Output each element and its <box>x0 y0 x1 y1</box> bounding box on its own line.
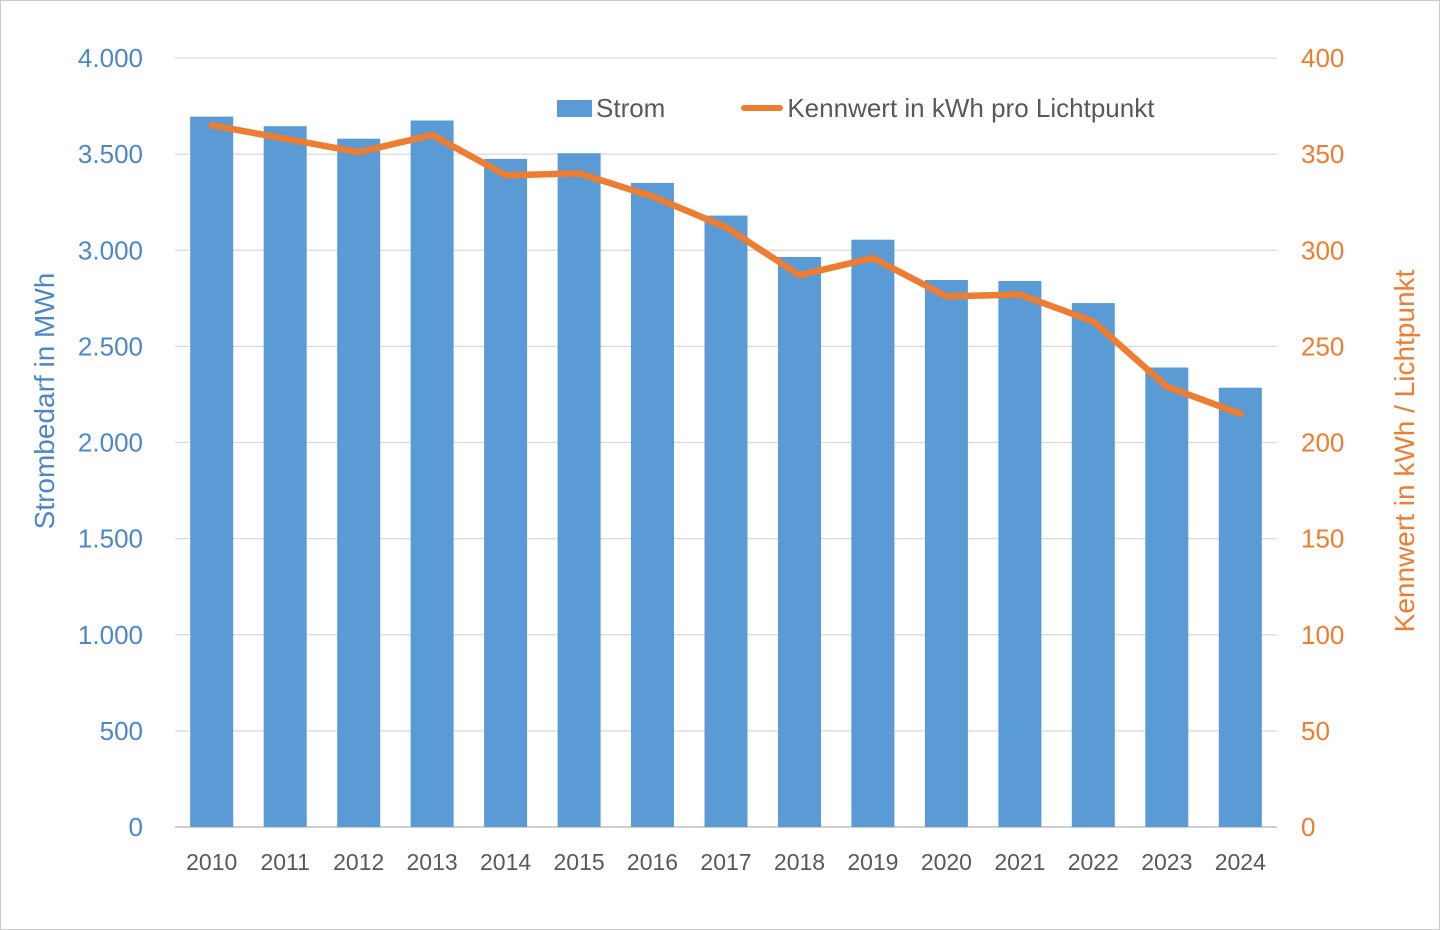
right-axis-tick-label: 250 <box>1301 331 1344 361</box>
legend-kennwert-swatch-icon <box>741 105 784 111</box>
x-axis-tick-label: 2017 <box>700 849 751 875</box>
x-axis-tick-label: 2016 <box>627 849 678 875</box>
left-axis-tick-label: 2.000 <box>78 428 143 458</box>
left-axis-tick-label: 2.500 <box>78 331 143 361</box>
right-axis-title: Kennwert in kWh / Lichtpunkt <box>1389 269 1420 633</box>
legend-strom-swatch-icon <box>557 99 592 117</box>
bar-2018 <box>778 257 821 827</box>
left-axis-title: Strombedarf in MWh <box>29 272 60 530</box>
right-axis-tick-label: 100 <box>1301 620 1344 650</box>
x-axis-tick-label: 2021 <box>994 849 1045 875</box>
right-axis-tick-label: 200 <box>1301 428 1344 458</box>
bar-2017 <box>704 215 748 828</box>
bar-2019 <box>851 239 895 827</box>
x-axis-tick-label: 2015 <box>554 849 605 875</box>
right-axis-tick-label: 150 <box>1301 524 1344 554</box>
right-axis-tick-label: 50 <box>1301 716 1330 746</box>
bar-2021 <box>998 281 1042 827</box>
right-axis-tick-label: 400 <box>1301 43 1344 73</box>
kennwert-trend-line <box>208 122 1244 417</box>
x-axis-tick-label: 2012 <box>333 849 384 875</box>
left-axis-tick-label: 4.000 <box>78 43 143 73</box>
left-axis-tick-label: 500 <box>100 716 143 746</box>
right-axis-tick-label: 300 <box>1301 235 1344 265</box>
left-axis-tick-label: 3.500 <box>78 139 143 169</box>
x-axis-tick-label: 2022 <box>1068 849 1119 875</box>
bar-2014 <box>484 158 528 827</box>
x-axis-tick-label: 2013 <box>407 849 458 875</box>
x-axis-tick-label: 2010 <box>186 849 237 875</box>
x-axis-tick-label: 2014 <box>480 849 531 875</box>
x-axis-tick-label: 2024 <box>1215 849 1266 875</box>
right-axis-tick-label: 0 <box>1301 812 1315 842</box>
left-axis-tick-label: 0 <box>129 812 143 842</box>
x-axis-tick-label: 2011 <box>260 849 309 875</box>
left-axis-tick-label: 1.000 <box>78 620 143 650</box>
bar-2023 <box>1145 367 1189 827</box>
right-axis-tick-label: 350 <box>1301 139 1344 169</box>
bar-2013 <box>410 120 454 827</box>
left-axis-tick-label: 1.500 <box>78 524 143 554</box>
x-axis-tick-label: 2023 <box>1141 849 1192 875</box>
bar-2015 <box>557 153 601 827</box>
left-axis-tick-label: 3.000 <box>78 235 143 265</box>
x-axis-tick-label: 2019 <box>847 849 898 875</box>
bar-2024 <box>1218 387 1262 827</box>
bar-2020 <box>924 280 968 827</box>
bar-2016 <box>631 183 674 827</box>
legend-strom-label: Strom <box>596 92 666 123</box>
legend: Strom Kennwert in kWh pro Lichtpunkt <box>557 91 1154 125</box>
legend-kennwert-label: Kennwert in kWh pro Lichtpunkt <box>787 92 1155 123</box>
bar-2011 <box>263 126 307 827</box>
bar-2022 <box>1071 303 1115 828</box>
x-axis-tick-label: 2020 <box>921 849 972 875</box>
bar-2010 <box>190 116 234 828</box>
bar-2012 <box>337 138 381 827</box>
x-axis-tick-label: 2018 <box>774 849 825 875</box>
